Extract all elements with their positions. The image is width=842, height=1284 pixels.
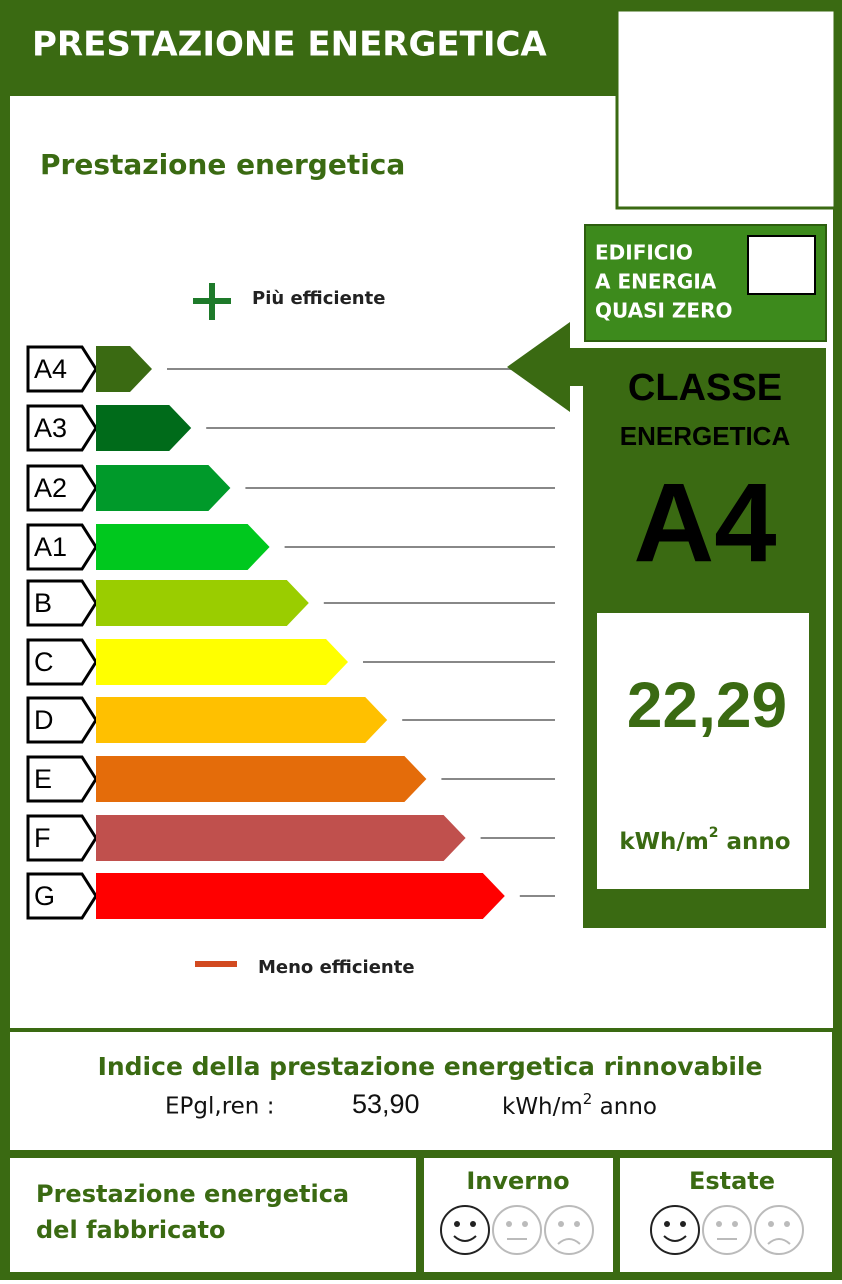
- class-arrow: [96, 815, 466, 861]
- smiley-eye: [768, 1221, 774, 1227]
- class-label: A4: [34, 354, 67, 384]
- top-label: Più efficiente: [252, 288, 385, 309]
- nzeb-checkbox: [747, 235, 816, 295]
- class-label-box: [26, 696, 98, 744]
- smiley-eye: [784, 1221, 790, 1227]
- class-value: A4: [633, 461, 776, 586]
- smiley-eye: [522, 1221, 528, 1227]
- plus-icon: [193, 283, 231, 320]
- class-line1: CLASSE: [628, 367, 782, 409]
- renewable-title: Indice della prestazione energetica rinn…: [98, 1052, 763, 1081]
- header-title: PRESTAZIONE ENERGETICA: [32, 25, 547, 65]
- class-label-box: [26, 814, 98, 862]
- unit-rest: anno: [592, 1094, 657, 1120]
- energy-unit: kWh/m2 anno: [619, 825, 790, 855]
- class-label: A1: [34, 532, 67, 562]
- class-arrow: [96, 524, 270, 570]
- unit-sup: 2: [583, 1090, 593, 1108]
- energy-value: 22,29: [627, 669, 787, 741]
- class-line2: ENERGETICA: [620, 421, 791, 451]
- class-arrow: [96, 346, 152, 392]
- class-label-box: [26, 464, 98, 512]
- smiley-eye: [574, 1221, 580, 1227]
- summer-label: Estate: [689, 1167, 775, 1195]
- class-arrow: [96, 873, 505, 919]
- class-label-box: [26, 345, 98, 393]
- smiley-eye: [732, 1221, 738, 1227]
- value-box: [597, 613, 809, 889]
- class-pointer: [507, 322, 583, 412]
- scale-title: Prestazione energetica: [40, 148, 405, 181]
- unit-base: kWh/m: [619, 829, 708, 855]
- class-label: F: [34, 823, 51, 853]
- building-line: Prestazione energetica: [36, 1180, 349, 1208]
- nzeb-line: EDIFICIO: [595, 241, 693, 265]
- smiley: [702, 1205, 752, 1255]
- smiley-eye: [506, 1221, 512, 1227]
- unit-sup: 2: [709, 825, 719, 841]
- smiley-mouth: [663, 1235, 687, 1242]
- class-label-box: [26, 755, 98, 803]
- renewable-unit: kWh/m2 anno: [502, 1090, 657, 1120]
- class-arrow: [96, 697, 388, 743]
- smiley: [754, 1205, 804, 1255]
- class-label: A3: [34, 413, 67, 443]
- class-label: D: [34, 705, 54, 735]
- smiley-eye: [716, 1221, 722, 1227]
- class-label-box: [26, 872, 98, 920]
- class-arrow: [96, 465, 231, 511]
- class-arrow: [96, 405, 192, 451]
- logo-box-front: [615, 8, 837, 210]
- class-label: G: [34, 881, 55, 911]
- smiley-mouth: [453, 1235, 477, 1242]
- building-panel: [10, 1158, 416, 1272]
- smiley-eye: [470, 1221, 476, 1227]
- smiley-mouth: [557, 1238, 581, 1245]
- class-arrow: [96, 639, 348, 685]
- smiley-mouth: [767, 1238, 791, 1245]
- class-label-box: [26, 523, 98, 571]
- winter-label: Inverno: [466, 1167, 569, 1195]
- smiley-eye: [664, 1221, 670, 1227]
- class-label-box: [26, 638, 98, 686]
- renewable-label: EPgl,ren :: [165, 1094, 274, 1120]
- smileys: [440, 1205, 804, 1255]
- class-label: C: [34, 647, 54, 677]
- class-label: A2: [34, 473, 67, 503]
- smiley: [440, 1205, 490, 1255]
- class-label: E: [34, 764, 52, 794]
- renewable-value: 53,90: [352, 1089, 420, 1119]
- unit-rest: anno: [719, 829, 791, 855]
- smiley: [544, 1205, 594, 1255]
- smiley-eye: [454, 1221, 460, 1227]
- class-arrow: [96, 580, 309, 626]
- class-label: B: [34, 588, 52, 618]
- nzeb-line: A ENERGIA: [595, 270, 717, 294]
- smiley: [650, 1205, 700, 1255]
- renewable-panel: [10, 1032, 832, 1150]
- nzeb-line: QUASI ZERO: [595, 299, 732, 323]
- bottom-label: Meno efficiente: [258, 957, 415, 978]
- smiley-eye: [680, 1221, 686, 1227]
- class-arrow: [96, 756, 427, 802]
- building-line: del fabbricato: [36, 1216, 225, 1244]
- class-label-box: [26, 579, 98, 627]
- class-label-box: [26, 404, 98, 452]
- smiley-eye: [558, 1221, 564, 1227]
- unit-base: kWh/m: [502, 1094, 583, 1120]
- smiley: [492, 1205, 542, 1255]
